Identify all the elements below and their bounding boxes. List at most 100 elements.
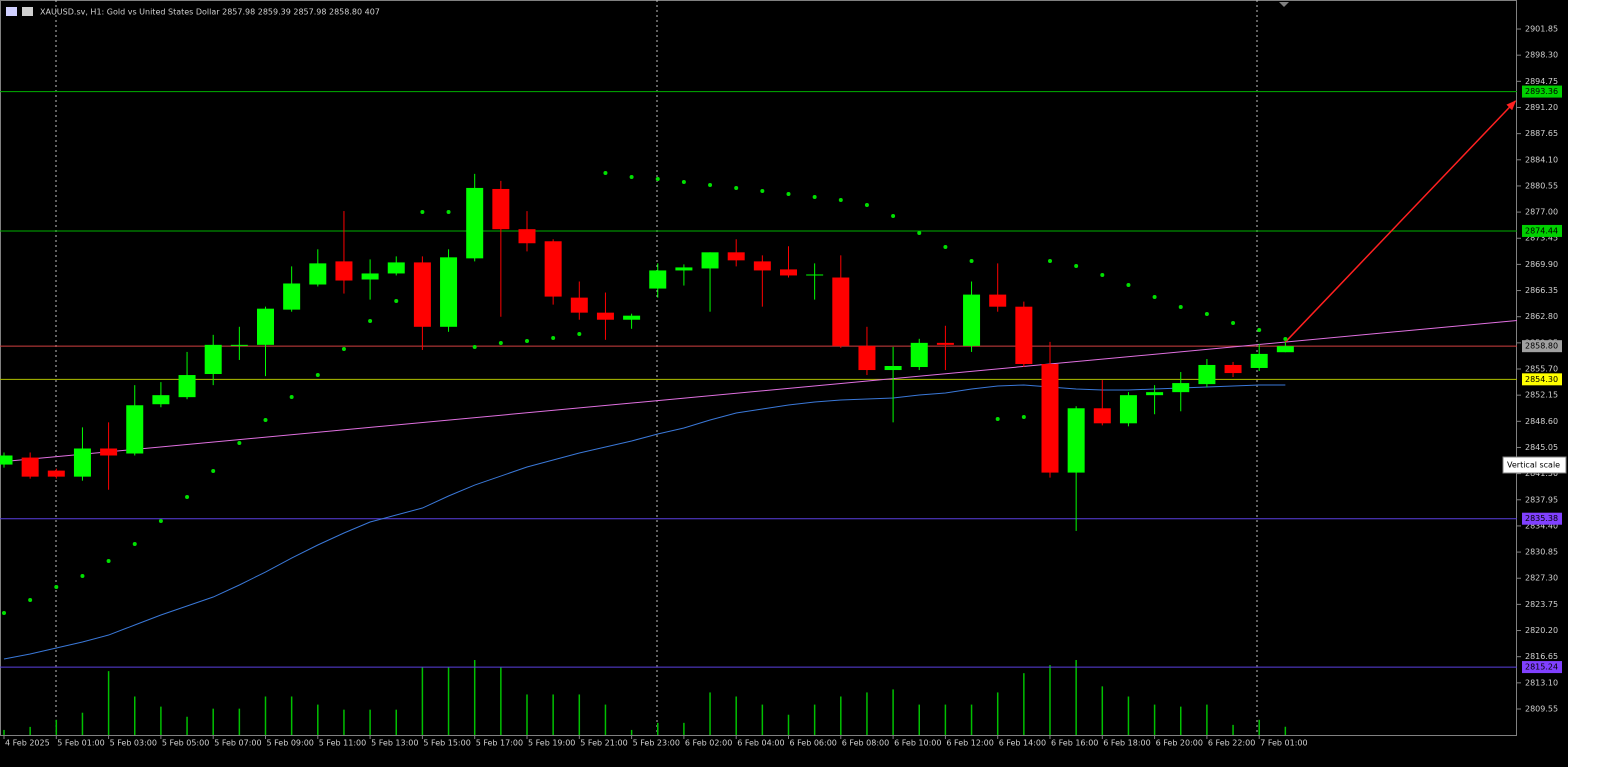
sar-dot [1074, 264, 1079, 269]
y-tick-label: 2834.40 [1525, 521, 1558, 530]
sar-dot [1152, 295, 1157, 300]
x-tick-label: 6 Feb 04:00 [737, 739, 784, 748]
x-tick-label: 6 Feb 02:00 [685, 739, 732, 748]
chart-header: XAUUSD.sv, H1: Gold vs United States Dol… [40, 8, 380, 17]
sar-dot [786, 192, 791, 197]
sar-dot [263, 417, 268, 422]
sar-dot [132, 542, 137, 547]
x-tick-label: 6 Feb 08:00 [842, 739, 889, 748]
y-tick-label: 2866.35 [1525, 286, 1558, 295]
sar-dot [838, 198, 843, 203]
x-tick-label: 5 Feb 13:00 [371, 739, 418, 748]
sar-dot [1257, 328, 1262, 333]
y-tick-label: 2894.75 [1525, 77, 1558, 86]
y-tick-label: 2852.15 [1525, 391, 1558, 400]
y-tick-label: 2813.10 [1525, 678, 1558, 687]
sar-dot [629, 175, 634, 180]
y-tick-label: 2855.70 [1525, 365, 1558, 374]
candle-body [884, 365, 902, 371]
shift-marker [1279, 2, 1289, 7]
candle-body [440, 257, 458, 327]
sar-dot [1021, 415, 1026, 420]
candle-body [701, 252, 719, 269]
sar-dot [864, 203, 869, 208]
x-tick-label: 6 Feb 16:00 [1051, 739, 1098, 748]
price-tag-label: 2893.36 [1525, 87, 1558, 96]
sar-dot [158, 518, 163, 523]
candle-body [753, 261, 771, 271]
candle-body [910, 342, 928, 368]
day-separators [55, 0, 1258, 735]
candle-body [1119, 395, 1137, 424]
candle-body [126, 405, 144, 454]
sar-dot [577, 332, 582, 337]
x-tick-label: 5 Feb 11:00 [319, 739, 366, 748]
y-tick-label: 2862.80 [1525, 312, 1558, 321]
sar-dot [1283, 337, 1288, 342]
y-tick-label: 2830.85 [1525, 548, 1558, 557]
sar-dot [341, 347, 346, 352]
candle-body [21, 457, 39, 477]
symbol-icon [22, 7, 33, 16]
sar-dot [760, 189, 765, 194]
x-tick-label: 5 Feb 07:00 [214, 739, 261, 748]
price-tag-label: 2874.44 [1525, 226, 1558, 235]
sar-dot [80, 574, 85, 579]
x-tick-label: 5 Feb 09:00 [267, 739, 314, 748]
sar-dot [603, 171, 608, 176]
symbol-icon [6, 7, 17, 16]
y-tick-label: 2848.60 [1525, 417, 1558, 426]
y-tick-label: 2841.50 [1525, 469, 1558, 478]
sar-dot [289, 395, 294, 400]
price-tag [1522, 373, 1562, 386]
x-tick-label: 5 Feb 17:00 [476, 739, 523, 748]
sar-dot [943, 245, 948, 250]
candle-body [806, 274, 824, 276]
candle-body [1198, 364, 1216, 385]
sar-dot [211, 469, 216, 474]
x-tick-label: 4 Feb 2025 [5, 739, 50, 748]
trend-line [1284, 100, 1517, 343]
y-tick-label: 2901.85 [1525, 25, 1558, 34]
x-tick-label: 6 Feb 18:00 [1103, 739, 1150, 748]
y-tick-label: 2823.75 [1525, 600, 1558, 609]
sar-dot [237, 441, 242, 446]
y-tick-label: 2869.90 [1525, 260, 1558, 269]
candle-body [1067, 408, 1085, 473]
x-tick-label: 5 Feb 23:00 [633, 739, 680, 748]
y-tick-label: 2827.30 [1525, 574, 1558, 583]
sar-dot [1178, 305, 1183, 310]
sar-dot [446, 210, 451, 215]
candle-body [1172, 383, 1190, 393]
candle-body [413, 262, 431, 327]
candle-body [623, 315, 641, 320]
sar-dot [917, 231, 922, 236]
price-tag [1522, 85, 1562, 98]
sar-dot [368, 319, 373, 324]
candle-body [1015, 306, 1033, 365]
candle-body [283, 283, 301, 310]
candle-body [1093, 408, 1111, 424]
y-tick-label: 2898.30 [1525, 51, 1558, 60]
candle-body [1224, 364, 1242, 374]
y-tick-label: 2809.55 [1525, 704, 1558, 713]
candle-body [73, 448, 91, 477]
candle-body [178, 375, 196, 398]
y-tick-label: 2837.95 [1525, 495, 1558, 504]
sar-dot [1048, 259, 1052, 264]
sar-dot [54, 584, 59, 589]
candle-body [47, 470, 65, 477]
x-tick-label: 5 Feb 21:00 [580, 739, 627, 748]
candle-body [832, 277, 850, 346]
y-tick-label: 2820.20 [1525, 626, 1558, 635]
sar-dot [185, 495, 190, 500]
x-tick-label: 5 Feb 01:00 [57, 739, 104, 748]
sar-dot [1126, 283, 1131, 288]
y-tick-label: 2891.20 [1525, 103, 1558, 112]
sar-dot [734, 186, 739, 191]
sar-dot [1231, 321, 1236, 326]
sar-dot [498, 341, 503, 346]
candle-body [492, 188, 510, 230]
candle-body [780, 269, 797, 276]
